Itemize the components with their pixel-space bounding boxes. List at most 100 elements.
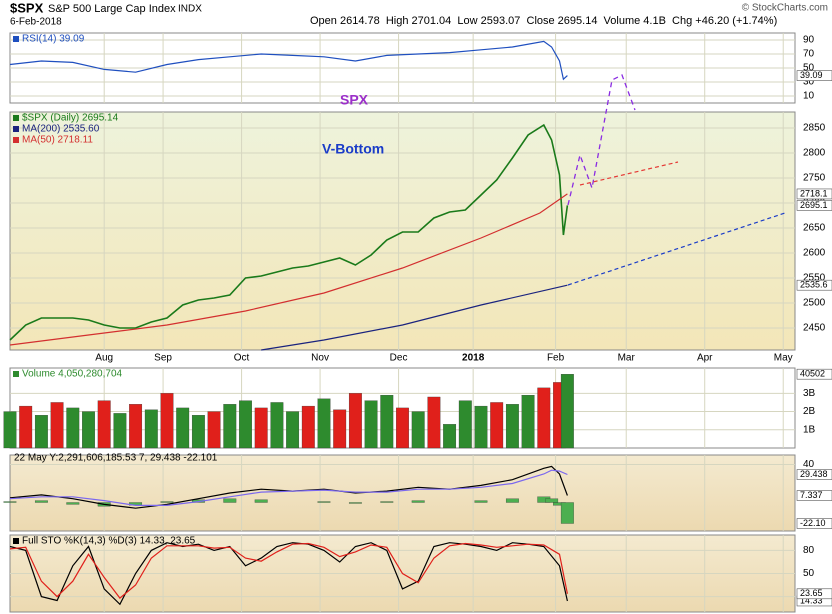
y-tick-label: 50 bbox=[803, 568, 815, 579]
bar bbox=[3, 411, 17, 449]
bar bbox=[474, 500, 488, 503]
legend-label: Volume 4,050,280,704 bbox=[22, 369, 123, 380]
bar bbox=[560, 502, 574, 524]
x-tick-label: Oct bbox=[234, 353, 250, 364]
value-tag: 2535.6 bbox=[800, 280, 828, 290]
value-tag: -22.10 bbox=[800, 518, 826, 528]
bar bbox=[207, 411, 221, 449]
y-tick-label: 2450 bbox=[803, 323, 826, 334]
bar bbox=[82, 411, 95, 449]
bar bbox=[144, 409, 158, 449]
series-line bbox=[9, 40, 568, 81]
y-tick-label: 2B bbox=[803, 406, 816, 417]
bar bbox=[411, 411, 425, 449]
series-line bbox=[261, 284, 568, 351]
value-tag: 23.65 bbox=[800, 588, 823, 598]
series-line bbox=[9, 465, 568, 509]
value-tag-bg bbox=[796, 70, 832, 81]
bar bbox=[97, 400, 111, 449]
legend-swatch bbox=[13, 126, 19, 132]
legend-swatch bbox=[13, 36, 19, 42]
bar bbox=[19, 405, 33, 449]
y-tick-label: 3B bbox=[803, 388, 816, 399]
index-name: S&P 500 Large Cap Index bbox=[48, 3, 176, 15]
y-tick-label: 2600 bbox=[803, 248, 826, 259]
bar bbox=[380, 501, 394, 503]
value-tag-bg bbox=[796, 588, 832, 600]
x-tick-label: Sep bbox=[154, 353, 172, 364]
ma50-extension bbox=[579, 161, 679, 186]
bar bbox=[254, 407, 268, 449]
x-tick-label: Feb bbox=[547, 353, 565, 364]
series-line bbox=[9, 193, 568, 346]
bar bbox=[545, 498, 559, 503]
bar bbox=[396, 407, 409, 449]
symbol: $SPX bbox=[10, 0, 44, 15]
bar bbox=[317, 398, 331, 449]
bar bbox=[50, 402, 64, 449]
bar bbox=[66, 407, 80, 449]
bar bbox=[191, 415, 205, 449]
ma200-extension bbox=[567, 212, 786, 286]
bar bbox=[176, 407, 190, 449]
series-line bbox=[9, 123, 569, 341]
annotation: V-Bottom bbox=[322, 141, 384, 157]
y-tick-label: 2750 bbox=[803, 173, 826, 184]
y-tick-label: 70 bbox=[803, 49, 815, 60]
credit: © StockCharts.com bbox=[742, 3, 828, 14]
series-line bbox=[9, 469, 568, 506]
bar bbox=[239, 400, 252, 449]
value-tag: 2718.1 bbox=[800, 188, 828, 198]
bar bbox=[160, 393, 174, 449]
value-tag-bg bbox=[796, 200, 832, 211]
x-tick-label: Nov bbox=[311, 353, 329, 364]
annotation: SPX bbox=[340, 92, 369, 108]
bar bbox=[223, 498, 237, 503]
legend-label: $SPX (Daily) 2695.14 bbox=[22, 113, 119, 124]
bar bbox=[129, 404, 143, 449]
bar bbox=[443, 424, 457, 449]
legend-label: RSI(14) 39.09 bbox=[22, 34, 85, 45]
x-tick-label: Mar bbox=[618, 353, 636, 364]
series-line bbox=[9, 542, 568, 606]
y-tick-label: 80 bbox=[803, 545, 815, 556]
legend-label: Full STO %K(14,3) %D(3) 14.33, 23.65 bbox=[22, 536, 196, 547]
x-tick-label: Aug bbox=[95, 353, 113, 364]
value-tag-bg bbox=[796, 518, 832, 529]
value-tag: 7.337 bbox=[800, 490, 823, 500]
bar bbox=[458, 400, 472, 449]
bar bbox=[505, 404, 519, 449]
panels: 90 70 50 30 10 RSI(14) 39.09 39.09 2850 2800 2750… bbox=[3, 32, 832, 613]
bar bbox=[560, 374, 574, 449]
date: 6-Feb-2018 bbox=[10, 17, 62, 28]
y-tick-label: 2550 bbox=[803, 273, 826, 284]
bar bbox=[427, 396, 441, 449]
legend-label: MA(50) 2718.11 bbox=[22, 135, 93, 146]
bar bbox=[348, 393, 362, 449]
value-tag-bg bbox=[796, 188, 832, 200]
value-tag: 14.33 bbox=[800, 595, 823, 605]
y-tick-label: 2650 bbox=[803, 223, 826, 234]
bar bbox=[254, 499, 268, 503]
y-tick-label: 50 bbox=[803, 63, 815, 74]
bar bbox=[113, 413, 127, 449]
quote: Open 2614.78 High 2701.04 Low 2593.07 Cl… bbox=[310, 15, 777, 27]
x-tick-label: 2018 bbox=[462, 353, 485, 364]
legend-swatch bbox=[13, 371, 19, 377]
y-tick-label: 30 bbox=[803, 77, 815, 88]
bar bbox=[348, 502, 362, 504]
bar bbox=[301, 405, 315, 449]
value-tag: 29.438 bbox=[800, 469, 828, 479]
legend-swatch bbox=[13, 538, 19, 544]
y-tick-label: 1B bbox=[803, 424, 816, 435]
bar bbox=[34, 500, 48, 503]
value-tag-bg bbox=[796, 279, 832, 291]
bar bbox=[3, 501, 17, 503]
value-tag: 2695.1 bbox=[800, 200, 828, 210]
bar bbox=[270, 402, 284, 449]
panel-title: 22 May Y:2,291,606,185.53 7, 29.438 -22.… bbox=[14, 453, 218, 464]
bar bbox=[490, 402, 504, 449]
bar bbox=[66, 502, 80, 505]
panel-bg bbox=[9, 454, 796, 532]
